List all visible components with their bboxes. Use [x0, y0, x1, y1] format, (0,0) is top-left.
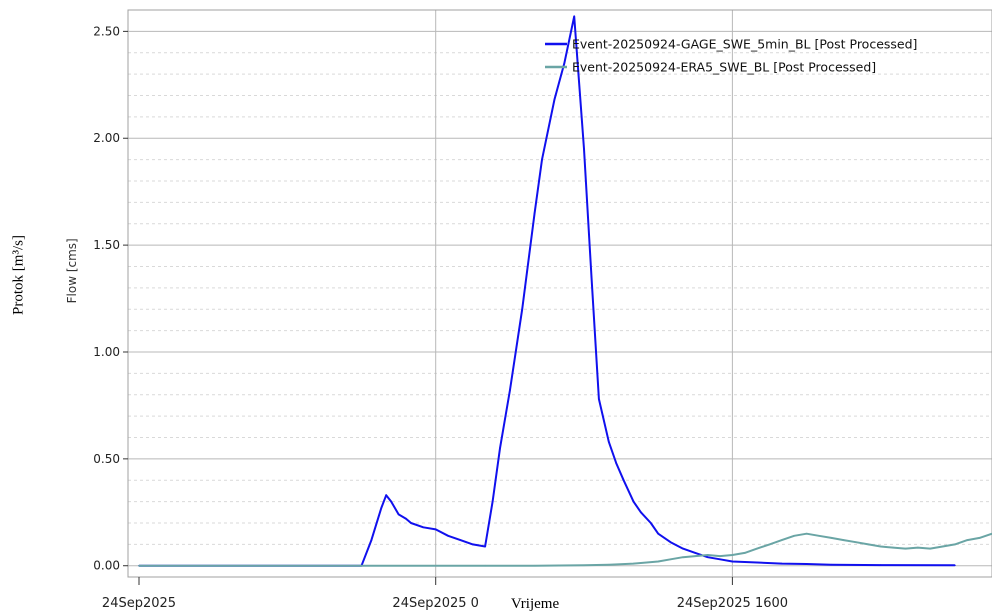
data-point — [385, 494, 388, 497]
data-point — [472, 543, 474, 546]
data-point — [941, 545, 944, 548]
data-point — [756, 561, 758, 564]
data-point — [380, 507, 383, 509]
data-point — [632, 500, 635, 503]
data-point — [447, 535, 449, 537]
data-point — [731, 560, 734, 563]
data-point — [768, 543, 771, 546]
data-point — [805, 532, 808, 535]
data-point — [879, 564, 882, 566]
data-point — [694, 552, 697, 554]
data-point — [590, 276, 593, 279]
y-tick-label: 0.00 — [93, 559, 120, 573]
data-point — [917, 546, 919, 549]
data-point — [756, 547, 758, 550]
data-point — [422, 526, 425, 529]
data-point — [397, 513, 400, 516]
data-point — [405, 517, 407, 520]
data-point — [632, 562, 635, 565]
grid-layer — [128, 10, 992, 577]
data-point — [805, 563, 808, 565]
data-point — [533, 212, 536, 214]
x-tick-label: 24Sep2025 — [102, 596, 176, 611]
data-point — [598, 398, 600, 400]
data-point — [719, 558, 721, 561]
data-point — [608, 563, 610, 566]
data-point — [622, 479, 625, 482]
data-point — [954, 564, 956, 567]
data-point — [509, 389, 511, 392]
data-point — [830, 563, 833, 566]
data-point — [138, 564, 140, 567]
data-point — [694, 555, 697, 557]
legend-label: Event-20250924-ERA5_SWE_BL [Post Process… — [572, 60, 876, 75]
x-tick-label: 24Sep2025 0 — [392, 596, 479, 611]
data-point — [793, 535, 795, 537]
data-point — [553, 99, 556, 101]
y-tick-label: 0.50 — [93, 452, 120, 466]
data-point — [904, 547, 907, 550]
data-point — [669, 541, 672, 543]
y-tick-label: 2.00 — [93, 131, 120, 145]
data-point — [682, 547, 684, 550]
outer-x-axis-label: Vrijeme — [510, 596, 560, 612]
y-axis-label: Flow [cms] — [65, 238, 79, 303]
plot-frame — [127, 9, 992, 578]
data-point — [719, 555, 721, 557]
data-point — [966, 539, 969, 541]
data-point — [484, 545, 486, 548]
data-point — [892, 546, 894, 549]
legend-label: Event-20250924-GAGE_SWE_5min_BL [Post Pr… — [572, 37, 917, 52]
data-point — [978, 537, 981, 539]
data-point — [731, 554, 734, 556]
legend: Event-20250924-GAGE_SWE_5min_BL [Post Pr… — [545, 37, 917, 75]
data-point — [608, 441, 610, 443]
series-line-2 — [139, 532, 992, 567]
data-point — [744, 552, 746, 554]
data-point — [541, 158, 543, 161]
data-point — [929, 547, 931, 550]
data-point — [583, 148, 585, 150]
data-point — [706, 556, 709, 558]
data-point — [781, 562, 783, 565]
data-point — [830, 537, 833, 539]
data-point — [615, 462, 617, 464]
data-point — [640, 511, 642, 514]
data-point — [682, 556, 684, 558]
data-point — [390, 500, 393, 503]
data-point — [499, 447, 501, 450]
data-point — [879, 545, 882, 548]
x-tick-label: 24Sep2025 1600 — [677, 596, 788, 611]
data-point — [573, 15, 575, 18]
data-point — [521, 308, 523, 311]
data-point — [533, 564, 536, 567]
data-point — [818, 535, 820, 537]
data-point — [954, 543, 956, 546]
data-point — [657, 532, 659, 535]
data-point — [669, 558, 672, 561]
data-point — [459, 539, 462, 541]
data-point — [484, 564, 486, 567]
y-tick-label: 1.50 — [93, 238, 120, 252]
data-point — [842, 539, 845, 541]
data-point — [657, 560, 659, 563]
y-tick-label: 2.50 — [93, 24, 120, 38]
y-tick-label: 1.00 — [93, 345, 120, 359]
series-line-1 — [139, 15, 955, 567]
data-point — [650, 522, 652, 524]
data-point — [563, 62, 566, 65]
data-point — [855, 541, 857, 543]
data-point — [781, 539, 783, 541]
data-point — [434, 528, 437, 531]
data-point — [370, 539, 373, 541]
data-point — [706, 554, 709, 556]
series-layer — [138, 15, 992, 567]
data-point — [491, 500, 494, 503]
data-point — [410, 522, 412, 524]
data-point — [583, 564, 585, 567]
data-point — [867, 543, 870, 546]
axis-layer: 0.00 0.50 1.00 1.50 2.00 2.50 24Sep2025 24Sep20… — [93, 24, 788, 611]
